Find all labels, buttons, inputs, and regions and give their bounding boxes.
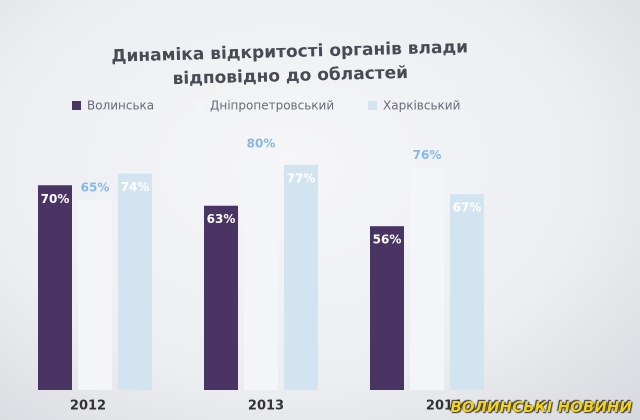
value-label: 77%	[287, 171, 316, 185]
legend-swatch	[368, 101, 377, 110]
watermark: ВОЛИНСЬКІ НОВИНИ	[450, 398, 632, 416]
value-label: 76%	[413, 148, 442, 162]
bar	[450, 194, 484, 390]
bar	[78, 199, 112, 390]
value-label: 74%	[121, 180, 150, 194]
value-label: 56%	[373, 233, 402, 247]
legend-label: Дніпропетровський	[210, 99, 334, 113]
x-tick-label: 2012	[70, 399, 106, 414]
legend-swatch	[195, 101, 204, 110]
bar	[244, 156, 278, 390]
legend-label: Харківський	[383, 99, 460, 113]
bar	[204, 205, 238, 390]
bar	[118, 173, 152, 390]
bar	[284, 164, 318, 390]
value-label: 80%	[247, 137, 276, 151]
value-label: 65%	[81, 180, 110, 194]
x-tick-label: 2013	[248, 399, 284, 414]
legend-swatch	[72, 101, 81, 110]
x-tick-label: 2014	[426, 399, 462, 414]
legend-label: Волинська	[87, 99, 154, 113]
bar	[38, 185, 72, 390]
value-label: 70%	[41, 192, 70, 206]
bar	[410, 167, 444, 390]
value-label: 67%	[453, 201, 482, 215]
value-label: 63%	[207, 212, 236, 226]
bar	[370, 226, 404, 390]
